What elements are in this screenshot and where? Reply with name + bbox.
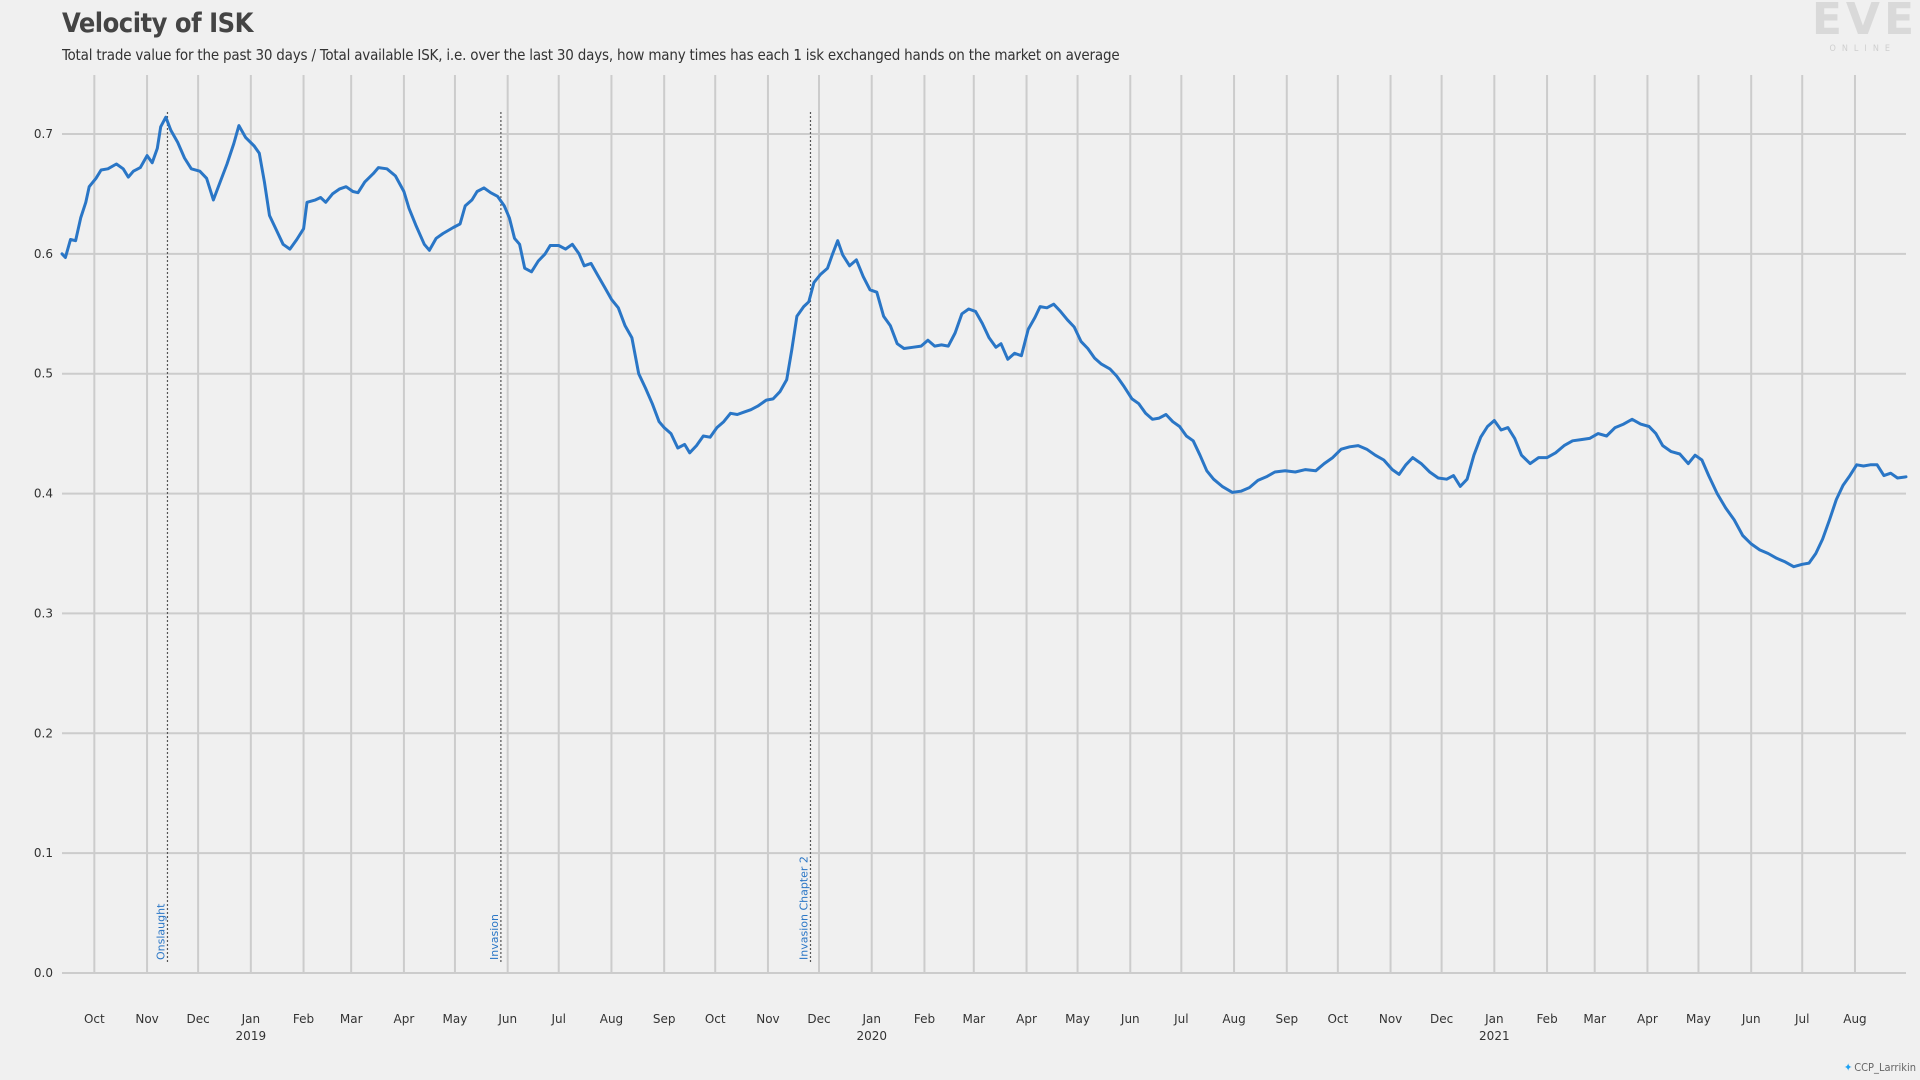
x-tick-label: Jul <box>550 1012 565 1026</box>
eve-online-logo: EVE ONLINE <box>1778 0 1918 60</box>
x-tick-label: Nov <box>756 1012 779 1026</box>
x-year-label: 2020 <box>856 1029 887 1043</box>
x-tick-label: Feb <box>914 1012 935 1026</box>
x-tick-label: Oct <box>1327 1012 1348 1026</box>
x-tick-label: Dec <box>186 1012 209 1026</box>
logo-subtext: ONLINE <box>1829 44 1896 54</box>
x-tick-label: Apr <box>394 1012 415 1026</box>
x-tick-label: Mar <box>340 1012 363 1026</box>
x-year-label: 2019 <box>236 1029 267 1043</box>
x-tick-label: Jul <box>1173 1012 1188 1026</box>
event-marker-label: Invasion Chapter 2 <box>797 856 810 960</box>
x-tick-label: Mar <box>1583 1012 1606 1026</box>
y-tick-label: 0.4 <box>34 487 53 501</box>
x-tick-label: Jul <box>1794 1012 1809 1026</box>
x-tick-label: Nov <box>1379 1012 1402 1026</box>
y-tick-label: 0.1 <box>34 846 53 860</box>
x-tick-label: Oct <box>705 1012 726 1026</box>
x-tick-label: Aug <box>600 1012 623 1026</box>
x-tick-label: Aug <box>1222 1012 1245 1026</box>
x-tick-label: Oct <box>84 1012 105 1026</box>
x-tick-label: Jun <box>497 1012 517 1026</box>
y-tick-label: 0.0 <box>34 966 53 980</box>
velocity-series-line <box>60 115 1908 569</box>
y-tick-label: 0.6 <box>34 247 53 261</box>
x-tick-label: Jun <box>1741 1012 1761 1026</box>
event-marker-label: Onslaught <box>154 903 167 960</box>
x-year-label: 2021 <box>1479 1029 1510 1043</box>
credit-handle: CCP_Larrikin <box>1854 1061 1916 1074</box>
x-tick-label: Dec <box>807 1012 830 1026</box>
twitter-bird-icon: ✦ <box>1843 1061 1853 1074</box>
twitter-credit: ✦ CCP_Larrikin <box>1844 1061 1916 1074</box>
logo-mark: EVE <box>1811 0 1918 45</box>
x-tick-label: Aug <box>1843 1012 1866 1026</box>
x-tick-label: Dec <box>1430 1012 1453 1026</box>
x-tick-label: Apr <box>1016 1012 1037 1026</box>
chart-title: Velocity of ISK <box>62 8 253 39</box>
x-tick-label: Jan <box>241 1012 261 1026</box>
y-tick-label: 0.5 <box>34 367 53 381</box>
event-marker-label: Invasion <box>488 914 501 960</box>
x-tick-label: Feb <box>1536 1012 1557 1026</box>
x-tick-label: Apr <box>1637 1012 1658 1026</box>
x-tick-label: May <box>1686 1012 1711 1026</box>
x-tick-label: Mar <box>962 1012 985 1026</box>
x-tick-label: Sep <box>1275 1012 1298 1026</box>
x-tick-label: Jan <box>861 1012 881 1026</box>
y-tick-label: 0.2 <box>34 726 53 740</box>
y-tick-label: 0.7 <box>34 127 53 141</box>
x-tick-label: Jun <box>1120 1012 1140 1026</box>
x-tick-label: May <box>443 1012 468 1026</box>
y-tick-label: 0.3 <box>34 606 53 620</box>
x-tick-label: Jan <box>1484 1012 1504 1026</box>
x-tick-label: Sep <box>653 1012 676 1026</box>
x-tick-label: Feb <box>293 1012 314 1026</box>
x-tick-label: Nov <box>135 1012 158 1026</box>
x-tick-label: May <box>1065 1012 1090 1026</box>
chart-subtitle: Total trade value for the past 30 days /… <box>62 46 1120 64</box>
